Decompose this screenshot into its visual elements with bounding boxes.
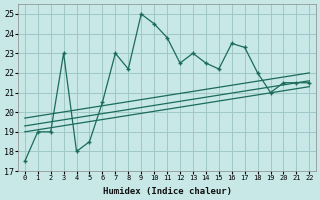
X-axis label: Humidex (Indice chaleur): Humidex (Indice chaleur) — [103, 187, 232, 196]
